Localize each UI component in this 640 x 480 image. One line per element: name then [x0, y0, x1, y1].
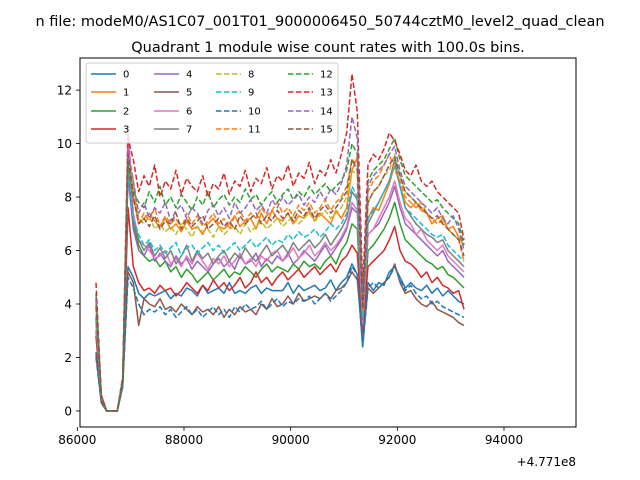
legend-label-5: 5	[186, 88, 192, 99]
series-line-13	[95, 73, 465, 412]
y-tick-label: 10	[57, 137, 72, 151]
y-tick-label: 2	[64, 351, 72, 365]
x-tick-label: 94000	[485, 433, 523, 447]
series-line-11	[95, 153, 465, 412]
x-tick-label: 86000	[58, 433, 96, 447]
legend-label-0: 0	[123, 70, 129, 81]
x-axis: 86000 88000 90000 92000 94000	[58, 427, 523, 447]
series-line-9	[95, 164, 465, 412]
legend-label-4: 4	[186, 70, 192, 81]
y-tick-label: 8	[64, 191, 72, 205]
series-line-2	[95, 169, 465, 412]
figure-suptitle: n file: modeM0/AS1C07_001T01_9000006450_…	[35, 14, 604, 30]
x-tick-label: 92000	[378, 433, 416, 447]
x-tick-label: 88000	[165, 433, 203, 447]
legend-label-11: 11	[248, 125, 261, 136]
series-layer	[95, 73, 465, 412]
y-tick-label: 6	[64, 244, 72, 258]
plot-frame	[79, 57, 577, 428]
series-line-10	[95, 265, 465, 412]
legend-label-15: 15	[320, 125, 333, 136]
y-tick-label: 0	[64, 404, 72, 418]
series-line-8	[95, 153, 465, 412]
y-axis: 0 2 4 6 8 10 12	[57, 84, 80, 418]
series-line-5	[95, 263, 465, 412]
series-line-0	[95, 263, 465, 412]
legend-label-3: 3	[123, 125, 129, 136]
legend-label-9: 9	[248, 88, 254, 99]
y-tick-label: 4	[64, 298, 72, 312]
legend-label-10: 10	[248, 107, 261, 118]
legend-label-6: 6	[186, 107, 192, 118]
series-line-6	[95, 124, 465, 412]
legend-box	[85, 62, 339, 144]
series-line-3	[95, 206, 465, 412]
legend-label-14: 14	[320, 107, 333, 118]
x-offset-text: +4.771e8	[517, 455, 576, 469]
x-tick-label: 90000	[272, 433, 310, 447]
legend-label-12: 12	[320, 70, 333, 81]
series-line-12	[95, 137, 465, 412]
legend-label-2: 2	[123, 107, 129, 118]
legend-label-8: 8	[248, 70, 254, 81]
legend-label-7: 7	[186, 125, 192, 136]
legend-label-13: 13	[320, 88, 333, 99]
series-line-15	[95, 153, 465, 412]
chart-title: Quadrant 1 module wise count rates with …	[131, 40, 525, 56]
y-tick-label: 12	[57, 84, 72, 98]
legend-label-1: 1	[123, 88, 129, 99]
